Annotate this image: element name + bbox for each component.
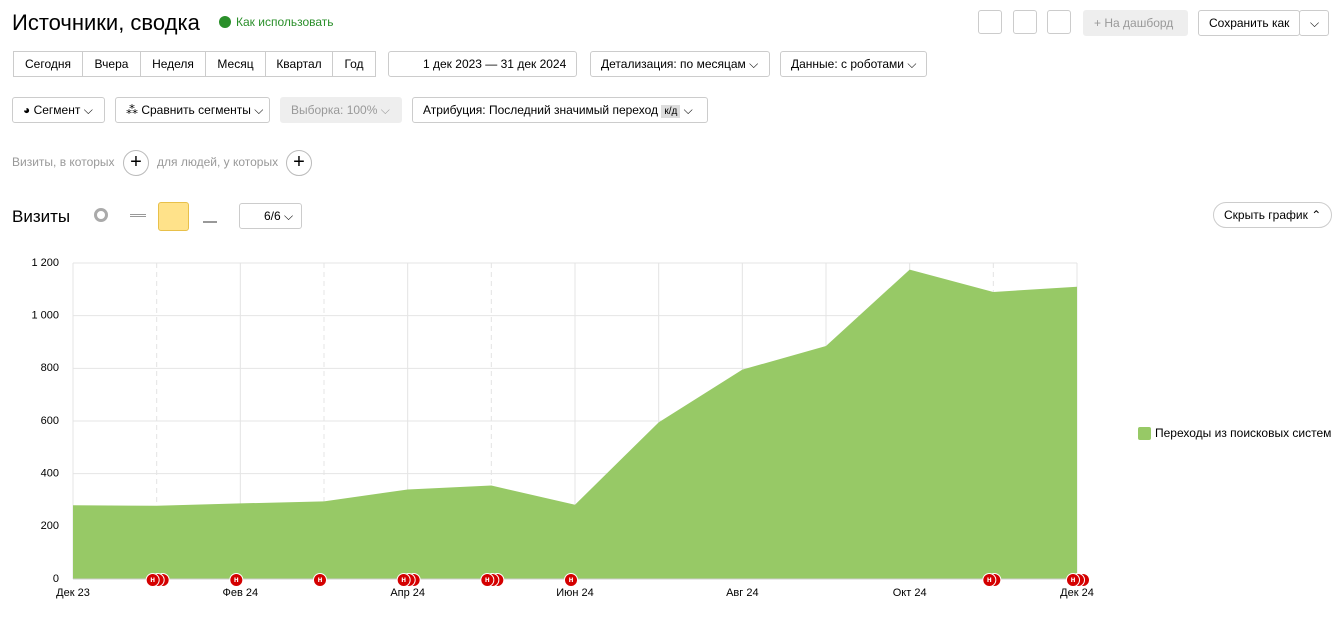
help-link[interactable]: Как использовать <box>236 15 334 29</box>
period-button[interactable]: Вчера <box>82 51 141 77</box>
annotation-marker <box>564 573 578 587</box>
x-tick-label: Фев 24 <box>223 587 259 599</box>
y-tick-label: 1 000 <box>31 310 59 322</box>
add-filter[interactable]: + <box>123 150 149 176</box>
bar-view[interactable] <box>203 209 217 223</box>
area-view[interactable] <box>158 202 189 231</box>
detail-select[interactable]: Детализация: по месяцам ⌵ <box>590 51 770 77</box>
x-tick-label: Апр 24 <box>390 587 425 599</box>
x-tick-label: Авг 24 <box>726 587 758 599</box>
pie-view[interactable] <box>94 208 108 222</box>
y-tick-label: 200 <box>41 520 59 532</box>
y-tick-label: 1 200 <box>31 257 59 269</box>
period-button[interactable]: Сегодня <box>13 51 83 77</box>
y-tick-label: 800 <box>41 362 59 374</box>
period-button[interactable]: Месяц <box>205 51 266 77</box>
date-picker[interactable]: 1 дек 2023 — 31 дек 2024 <box>388 51 577 77</box>
annotation-marker <box>396 573 411 587</box>
annotation-marker <box>145 573 160 587</box>
dashboard-label: На дашборд <box>1104 16 1174 30</box>
robots-select[interactable]: Данные: с роботами ⌵ <box>780 51 927 77</box>
x-tick-label: Окт 24 <box>893 587 927 599</box>
save-button[interactable]: Сохранить как <box>1198 10 1300 36</box>
annotation-marker <box>480 573 495 587</box>
y-tick-label: 400 <box>41 468 59 480</box>
annotation-marker <box>313 573 327 587</box>
y-tick-label: 0 <box>53 573 59 585</box>
metric-title: Визиты <box>12 207 71 226</box>
compare-button[interactable]: ⁂ Сравнить сегменты ⌵ <box>115 97 270 123</box>
attribution-button[interactable]: Атрибуция: Последний значимый переход к/… <box>412 97 708 123</box>
annotation-marker <box>982 573 997 587</box>
sample-label: Выборка: 100% <box>291 103 378 117</box>
save-dropdown[interactable]: ⌵ <box>1299 10 1329 36</box>
annotation-label: н <box>318 575 323 584</box>
annotation-label: н <box>485 575 490 584</box>
annotation-label: н <box>1071 575 1076 584</box>
annotations-count: 6/6 <box>264 209 281 223</box>
legend-swatch[interactable] <box>1138 427 1151 440</box>
y-tick-label: 600 <box>41 415 59 427</box>
legend-label: Переходы из поисковых систем <box>1155 426 1332 440</box>
annotation-label: н <box>234 575 239 584</box>
settings-button[interactable] <box>1047 10 1071 34</box>
x-tick-label: Июн 24 <box>556 587 594 599</box>
annotations-button[interactable]: 6/6 ⌵ <box>239 203 302 229</box>
filter-people: для людей, у которых <box>157 155 279 169</box>
attribution-badge: к/д <box>661 105 681 118</box>
filter-visits: Визиты, в которых <box>12 155 115 169</box>
export-button[interactable] <box>1013 10 1037 34</box>
period-button[interactable]: Неделя <box>140 51 206 77</box>
annotation-marker <box>229 573 244 587</box>
annotation-label: н <box>569 575 574 584</box>
annotation-label: н <box>401 575 406 584</box>
robots-label: Данные: с роботами <box>791 57 904 71</box>
x-tick-label: Дек 24 <box>1060 587 1094 599</box>
history-button[interactable] <box>978 10 1002 34</box>
hide-chart-button[interactable]: Скрыть график ⌃ <box>1213 202 1332 228</box>
dashboard-button[interactable]: + На дашборд <box>1083 10 1188 36</box>
attribution-label: Атрибуция: Последний значимый переход <box>423 103 658 117</box>
period-button[interactable]: Год <box>332 51 376 77</box>
chart: Дек 23 Фев 24 Апр 24 Июн 24 Авг 24 Окт 24 Дек … <box>31 257 1094 599</box>
detail-label: Детализация: по месяцам <box>601 57 746 71</box>
period-button[interactable]: Квартал <box>265 51 333 77</box>
segment-label: Сегмент <box>33 103 81 117</box>
hide-chart-label: Скрыть график <box>1224 208 1308 222</box>
compare-label: Сравнить сегменты <box>141 103 251 117</box>
sample-button[interactable]: Выборка: 100% ⌵ <box>280 97 402 123</box>
add-filter[interactable]: + <box>286 150 312 176</box>
annotation-label: н <box>150 575 155 584</box>
line-view[interactable] <box>130 214 146 217</box>
annotation-marker <box>1066 573 1080 587</box>
page-title: Источники, сводка <box>12 10 200 35</box>
area <box>73 269 1077 579</box>
x-tick-label: Дек 23 <box>56 587 90 599</box>
annotation-label: н <box>987 575 992 584</box>
help-icon <box>219 16 231 28</box>
segment-button[interactable]: ◕ Сегмент ⌵ <box>12 97 105 123</box>
